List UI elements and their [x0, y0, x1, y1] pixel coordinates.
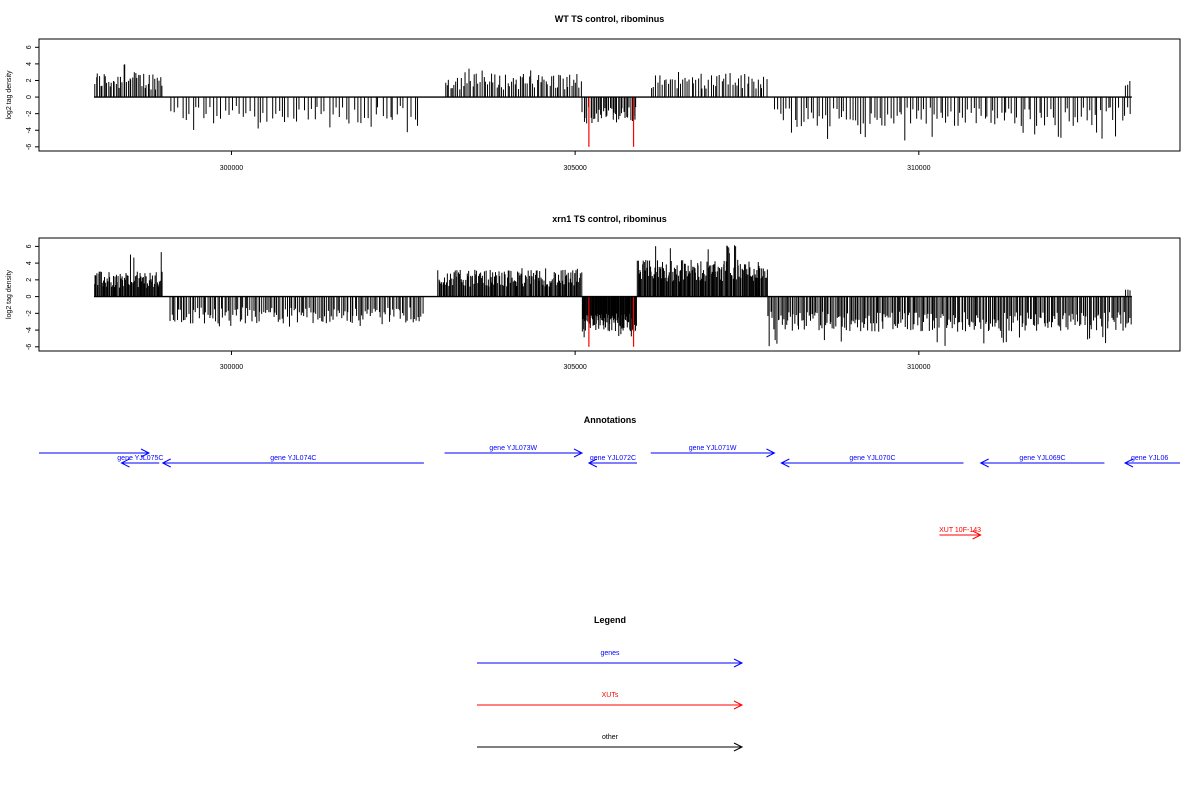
legend-arrow — [477, 658, 744, 668]
gene-arrow — [780, 458, 964, 468]
y-axis-label: log2 tag density — [6, 70, 13, 120]
y-tick-label: -6 — [26, 344, 33, 350]
gene-arrow — [120, 458, 160, 468]
y-tick-label: 0 — [26, 295, 33, 299]
gene-label: gene YJL074C — [270, 455, 316, 462]
x-tick-label: 300000 — [220, 364, 243, 371]
gene-label: gene YJL070C — [849, 455, 895, 462]
arrow-head — [573, 448, 584, 458]
annotations-title: Annotations — [584, 415, 637, 425]
gene-label: gene YJL072C — [590, 455, 636, 462]
y-tick-label: 6 — [26, 45, 33, 49]
y-tick-label: -6 — [26, 144, 33, 150]
x-tick-label: 310000 — [907, 165, 930, 172]
y-tick-label: 4 — [26, 261, 33, 265]
legend-label: XUTs — [602, 692, 619, 699]
chart-title: xrn1 TS control, ribominus — [552, 214, 667, 224]
plot-frame — [38, 38, 1181, 152]
arrow-head — [780, 458, 790, 468]
y-tick-label: 4 — [26, 62, 33, 66]
legend-title: Legend — [594, 615, 626, 625]
y-tick-label: -2 — [26, 310, 33, 316]
legend-label: genes — [600, 650, 620, 657]
legend-arrow — [477, 700, 744, 710]
arrow-head — [972, 530, 982, 540]
gene-label: gene YJL069C — [1019, 455, 1065, 462]
plot-frame — [38, 237, 1181, 352]
arrow-head — [120, 458, 130, 468]
gene-label: gene YJL075C — [117, 455, 163, 462]
gene-arrow — [39, 448, 151, 458]
xut-label: XUT 10F-143 — [939, 527, 981, 534]
x-tick-label: 300000 — [220, 165, 243, 172]
y-tick-label: -4 — [26, 327, 33, 333]
arrow-head — [766, 448, 776, 458]
gene-arrow — [161, 458, 424, 468]
gene-arrow — [979, 458, 1105, 468]
gene-arrow — [1123, 458, 1180, 468]
chart-title: WT TS control, ribominus — [555, 14, 665, 24]
arrow-head — [587, 458, 598, 468]
xut-arrow — [939, 530, 982, 540]
arrow-head — [1123, 458, 1134, 468]
x-tick-label: 310000 — [907, 364, 930, 371]
y-tick-label: 0 — [26, 95, 33, 99]
legend-arrow — [477, 742, 744, 752]
y-tick-label: -2 — [26, 110, 33, 116]
gene-label: gene YJL06 — [1131, 455, 1168, 462]
arrow-head — [733, 700, 744, 710]
arrow-head — [161, 458, 171, 468]
gene-arrow — [444, 448, 584, 458]
y-tick-label: 6 — [26, 244, 33, 248]
arrow-head — [140, 448, 151, 458]
bar-series — [94, 245, 1132, 347]
legend-label: other — [602, 734, 619, 741]
gene-arrow — [650, 448, 776, 458]
x-tick-label: 305000 — [563, 364, 586, 371]
arrow-head — [733, 742, 744, 752]
gene-arrow — [587, 458, 637, 468]
arrow-head — [733, 658, 744, 668]
gene-label: gene YJL071W — [689, 445, 737, 452]
y-tick-label: 2 — [26, 78, 33, 82]
bar-series — [94, 64, 1131, 141]
arrow-head — [979, 458, 989, 468]
x-tick-label: 305000 — [563, 165, 586, 172]
gene-label: gene YJL073W — [489, 445, 537, 452]
y-tick-label: 2 — [26, 278, 33, 282]
y-axis-label: log2 tag density — [6, 269, 13, 319]
y-tick-label: -4 — [26, 127, 33, 133]
